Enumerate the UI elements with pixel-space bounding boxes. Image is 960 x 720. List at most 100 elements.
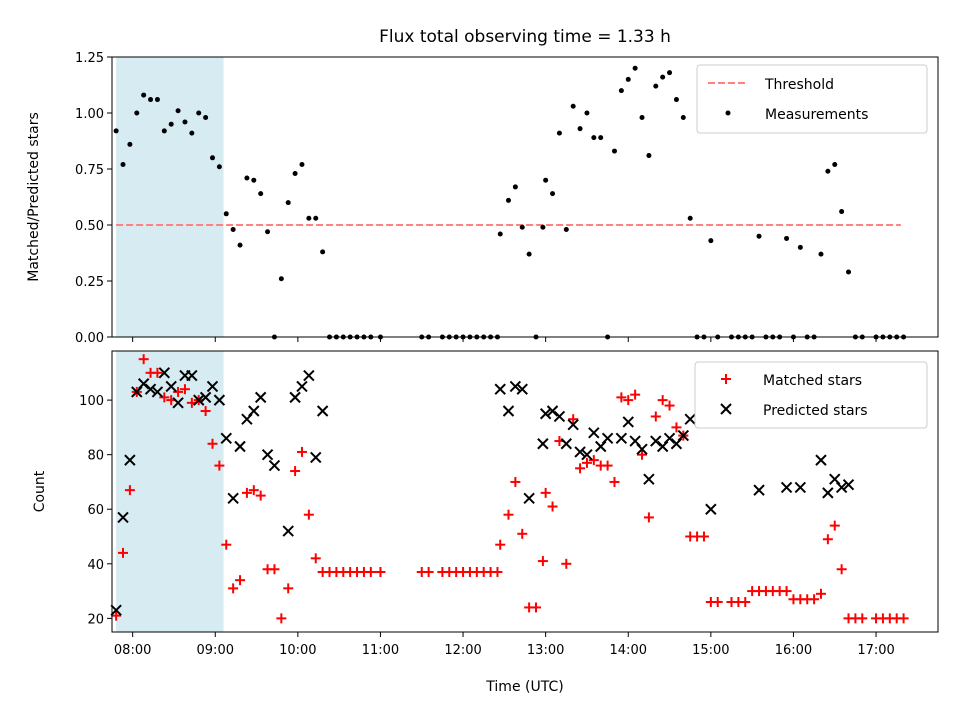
predicted-star-b [560,438,573,450]
predicted-star-point [303,369,315,382]
matched-star-point [124,485,135,496]
matched-star-point [423,566,434,577]
predicted-star-point [753,484,765,496]
predicted-star-b [151,386,164,398]
measurement-point [673,97,679,103]
predicted-star-b [220,432,232,445]
predicted-star-b [636,443,648,455]
matched-star-point [179,384,190,395]
predicted-star-b [227,492,239,505]
predicted-star-point [193,394,205,406]
measurement-point [519,224,525,230]
matched-star-point [492,566,503,577]
measurement-point [320,249,326,255]
measurement-point [127,141,133,147]
matched-star-point [822,534,833,545]
matched-star-point [235,575,246,586]
measurement-point [632,65,638,71]
predicted-star-b [158,367,171,379]
predicted-star-b [186,369,198,382]
x-tick-label: 08:00 [114,643,151,658]
predicted-star-b [829,473,841,485]
measurement-point [313,215,319,221]
x-tick-label: 13:00 [527,643,564,658]
x-tick-label: 10:00 [279,643,316,658]
measurement-point [756,233,762,239]
measurement-point [556,130,562,136]
measurement-point [148,97,154,103]
predicted-star-b [310,451,322,464]
predicted-star-point [289,391,301,404]
x-tick-label: 15:00 [692,643,729,658]
matched-star-point [698,531,709,542]
matched-star-point [531,602,542,613]
matched-legend-label: Matched stars [763,373,862,389]
predicted-star-b [835,481,848,494]
predicted-star-point [172,397,184,409]
predicted-star-b [234,440,246,453]
measurements-legend-swatch [725,110,731,116]
bottom-x-ticks: 08:00 09:00 10:00 11:00 12:00 13:00 14:00 15:00… [114,632,895,658]
predicted-star-point [158,367,171,379]
predicted-star-point [650,435,662,447]
bottom-legend-box [694,361,928,429]
measurement-point [639,114,645,120]
predicted-star-b [574,446,586,458]
predicted-star-b [622,416,634,428]
predicted-star-b [199,391,212,404]
predicted-star-point [588,427,600,439]
matched-star-point [276,613,287,624]
measurement-point [299,162,305,168]
matched-star-point [517,528,528,539]
predicted-star-b [268,459,281,472]
predicted-star-point [780,481,793,494]
measurement-point [839,209,845,215]
predicted-star-point [206,380,219,393]
predicted-star-b [842,478,855,491]
matched-star-point [609,476,620,487]
predicted-star-point [227,492,239,505]
measurement-point [175,108,181,114]
predicted-star-point [523,492,535,505]
predicted-star-b [261,448,274,461]
measurement-point [625,76,631,82]
predicted-star-b [289,391,301,404]
matched-star-point [228,583,239,594]
matched-star-point [283,583,294,594]
measurement-point [550,191,556,197]
predicted-star-point [581,448,593,461]
predicted-star-point [539,408,552,420]
matched-star-point [138,354,149,365]
predicted-star-point [615,432,628,445]
bottom-y-axis-label: Count [32,470,48,512]
matched-star-point [375,566,386,577]
measurement-point [141,92,147,98]
predicted-star-b [117,511,129,524]
matched-star-point [290,466,301,477]
chart-title: Flux total observing time = 1.33 h [379,27,671,47]
predicted-star-point [509,380,522,393]
measurement-point [209,155,215,161]
matched-star-point [836,564,847,575]
predicted-star-b [254,391,267,404]
matched-star-point [643,512,654,523]
predicted-star-point [553,410,566,423]
bottom-y-ticks: 20 40 60 80 100 [79,394,112,627]
predicted-star-point [268,459,281,472]
matched-star-point [575,463,586,474]
matched-star-point [540,487,551,498]
predicted-legend-swatch [720,403,732,415]
predicted-star-point [560,438,573,450]
predicted-star-point [794,481,807,494]
predicted-star-point [310,451,322,464]
measurement-point [618,88,624,94]
measurement-point [306,215,312,221]
measurement-point [251,177,257,183]
x-axis-label: Time (UTC) [485,679,563,695]
matched-star-point [159,392,170,403]
matched-star-point [829,520,840,531]
bottom-y-tick-label: 100 [79,394,104,409]
predicted-star-point [705,503,717,515]
predicted-star-point [282,525,294,537]
matched-star-point [547,501,558,512]
